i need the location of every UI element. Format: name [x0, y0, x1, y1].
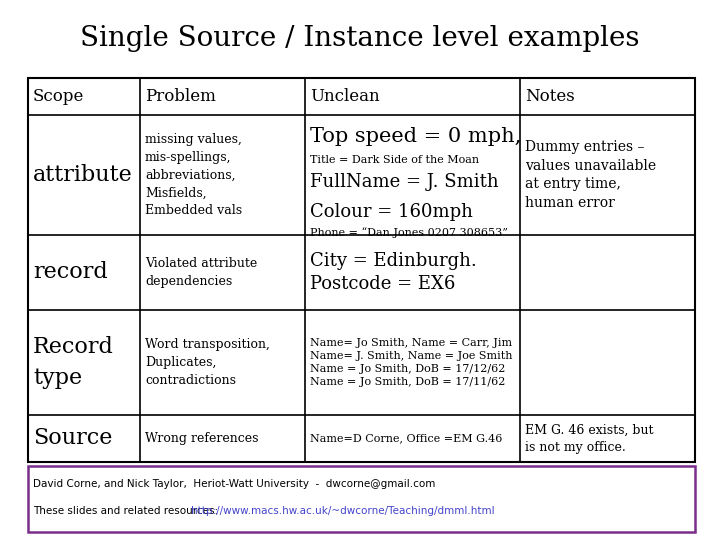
Text: Wrong references: Wrong references — [145, 432, 258, 445]
Text: Dummy entries –
values unavailable
at entry time,
human error: Dummy entries – values unavailable at en… — [525, 140, 656, 210]
Text: Record
type: Record type — [33, 336, 114, 389]
Text: Top speed = 0 mph,: Top speed = 0 mph, — [310, 127, 521, 146]
Text: Word transposition,
Duplicates,
contradictions: Word transposition, Duplicates, contradi… — [145, 338, 270, 387]
Text: Problem: Problem — [145, 88, 216, 105]
Text: http://www.macs.hw.ac.uk/~dwcorne/Teaching/dmml.html: http://www.macs.hw.ac.uk/~dwcorne/Teachi… — [191, 506, 495, 516]
Text: Violated attribute
dependencies: Violated attribute dependencies — [145, 257, 257, 288]
Text: Unclean: Unclean — [310, 88, 379, 105]
Text: Scope: Scope — [33, 88, 84, 105]
Text: missing values,
mis-spellings,
abbreviations,
Misfields,
Embedded vals: missing values, mis-spellings, abbreviat… — [145, 132, 242, 218]
Text: Phone = “Dan Jones 0207 308653”: Phone = “Dan Jones 0207 308653” — [310, 227, 508, 238]
Text: Colour = 160mph: Colour = 160mph — [310, 203, 473, 221]
Text: City = Edinburgh.
Postcode = EX6: City = Edinburgh. Postcode = EX6 — [310, 252, 477, 293]
Text: David Corne, and Nick Taylor,  Heriot-Watt University  -  dwcorne@gmail.com: David Corne, and Nick Taylor, Heriot-Wat… — [33, 480, 436, 489]
Text: These slides and related resources:: These slides and related resources: — [33, 506, 228, 516]
Text: record: record — [33, 261, 108, 284]
Text: Name=D Corne, Office =EM G.46: Name=D Corne, Office =EM G.46 — [310, 434, 503, 443]
Bar — [28, 466, 695, 532]
Text: EM G. 46 exists, but
is not my office.: EM G. 46 exists, but is not my office. — [525, 423, 654, 454]
Text: attribute: attribute — [33, 164, 132, 186]
Text: Source: Source — [33, 428, 112, 449]
Text: Single Source / Instance level examples: Single Source / Instance level examples — [80, 24, 640, 51]
Text: Notes: Notes — [525, 88, 575, 105]
Bar — [28, 78, 695, 462]
Text: Name= Jo Smith, Name = Carr, Jim
Name= J. Smith, Name = Joe Smith
Name = Jo Smit: Name= Jo Smith, Name = Carr, Jim Name= J… — [310, 338, 513, 387]
Text: Title = Dark Side of the Moan: Title = Dark Side of the Moan — [310, 155, 479, 165]
Text: FullName = J. Smith: FullName = J. Smith — [310, 173, 499, 191]
